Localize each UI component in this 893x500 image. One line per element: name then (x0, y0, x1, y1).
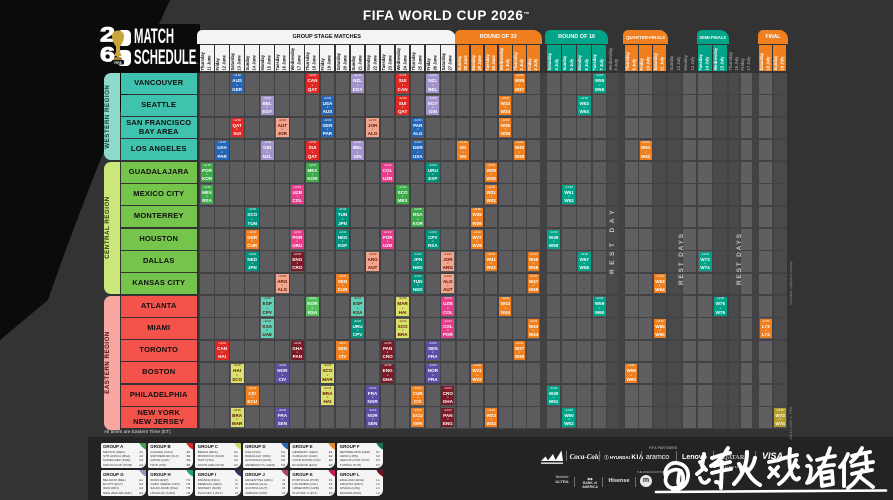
svg-text:FIFA: FIFA (114, 61, 122, 65)
